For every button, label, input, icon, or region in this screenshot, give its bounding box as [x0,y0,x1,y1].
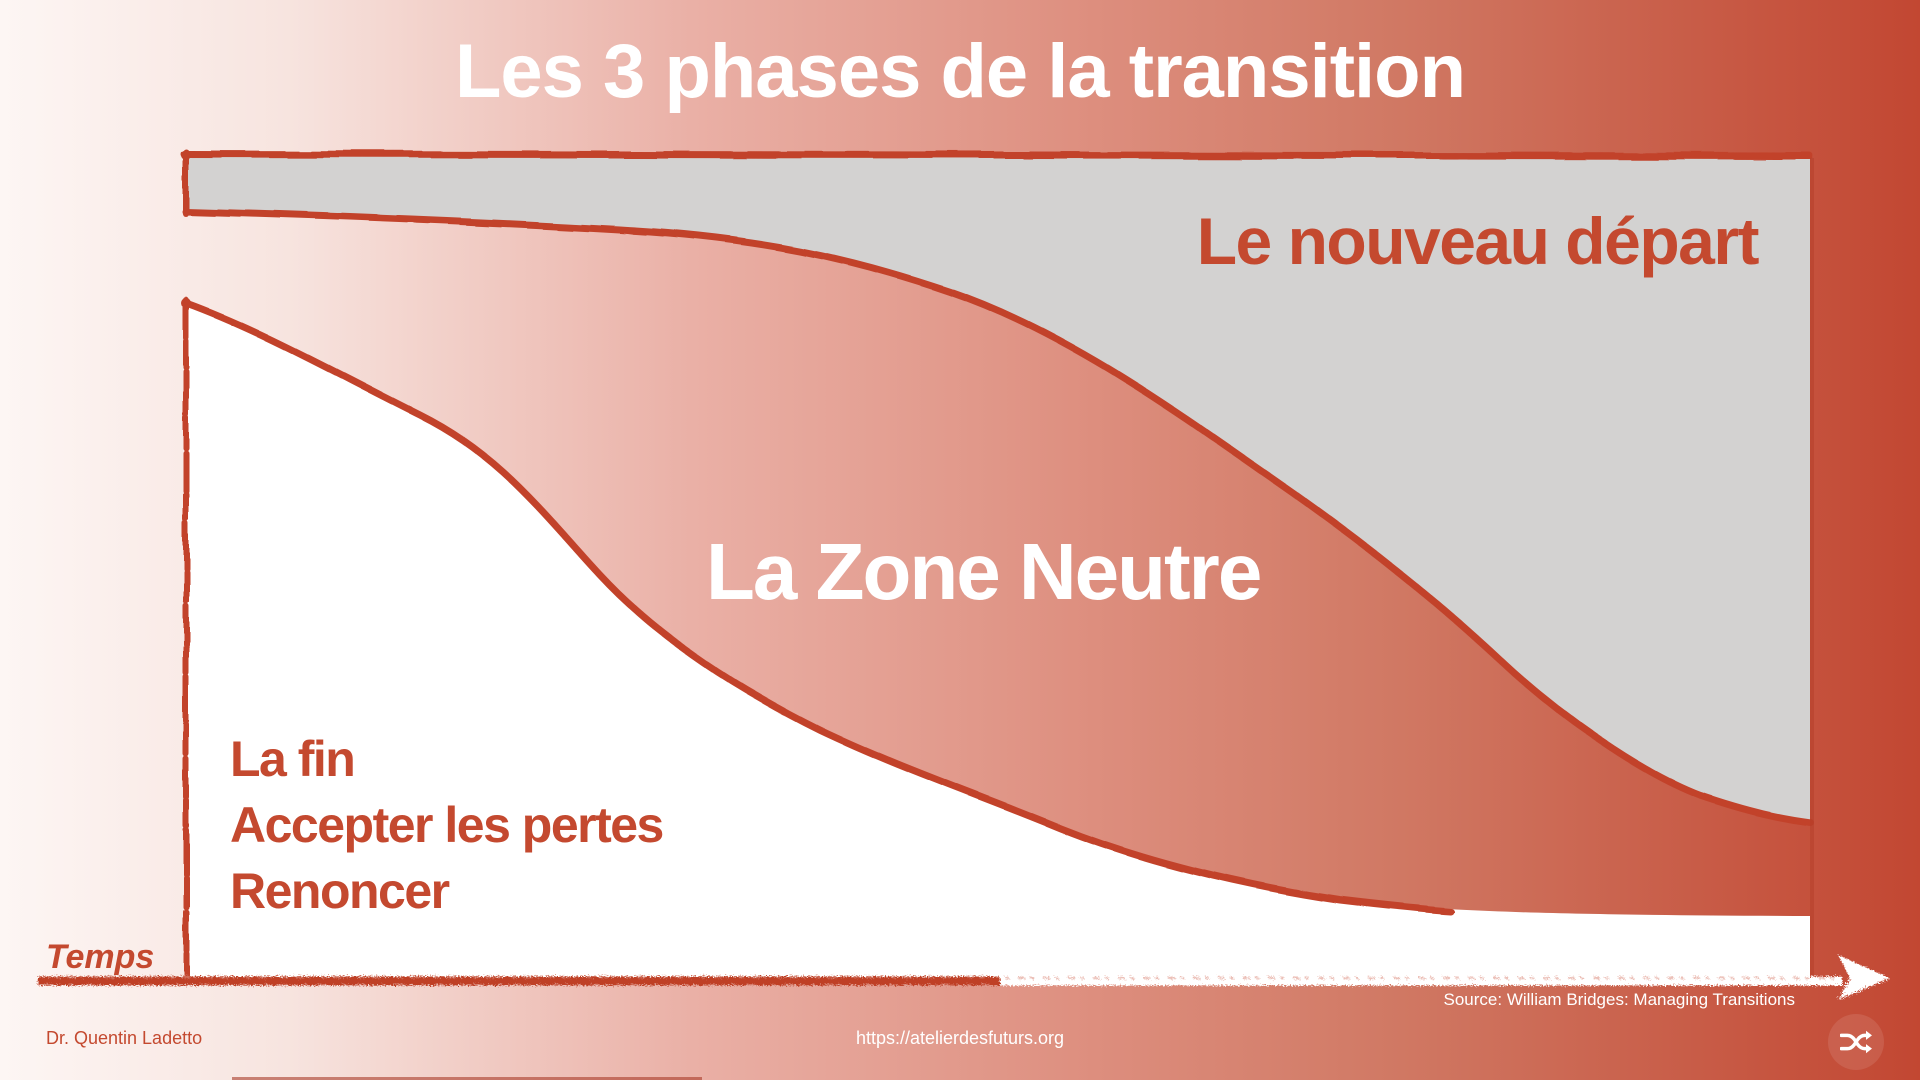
ending-line-1: La fin [230,731,356,787]
frame-corner-dot-white [181,298,191,308]
ending-zone-shape [186,303,1810,980]
time-axis-label: Temps [46,938,155,976]
shuffle-icon [1840,1026,1872,1058]
ending-zone-label: La fin Accepter les pertes Renoncer [230,726,664,924]
gray-zone-bottom-curve [182,208,1814,826]
source-credit: Source: William Bridges: Managing Transi… [1443,990,1795,1009]
footer-url: https://atelierdesfuturs.org [855,1028,1065,1048]
bottom-progress-bar [232,1077,702,1080]
ending-line-3: Renoncer [230,863,450,919]
page-title: Les 3 phases de la transition [454,29,1466,114]
footer-author: Dr. Quentin Ladetto [46,1028,203,1048]
new-beginning-zone-shape [186,155,1810,822]
frame-corner-dot-top [181,150,191,160]
time-axis-arrowhead right-arrow-icon [1838,955,1890,1000]
frame-top-border [180,150,1814,160]
ending-line-2: Accepter les pertes [230,797,664,853]
white-zone-top-curve [182,299,1454,915]
new-beginning-label: Le nouveau départ [1196,204,1760,278]
neutral-zone-label: La Zone Neutre [706,527,1262,616]
shuffle-button[interactable] [1828,1014,1884,1070]
